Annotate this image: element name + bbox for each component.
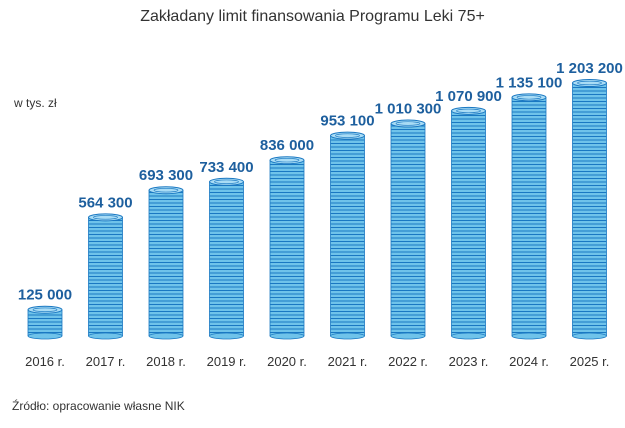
coin-top	[209, 177, 244, 186]
category-label: 2023 r.	[449, 354, 489, 369]
coin-top-inner	[516, 95, 542, 100]
coin-top-inner	[395, 121, 421, 126]
value-label: 1 010 300	[375, 101, 442, 118]
value-label: 1 135 100	[496, 74, 563, 91]
coin-top-inner	[335, 133, 360, 138]
bar-2020	[269, 156, 305, 340]
coin-top	[269, 156, 305, 165]
coin-top	[27, 305, 63, 314]
coin-top	[330, 131, 365, 140]
bar-2017	[88, 213, 123, 340]
category-label: 2016 r.	[25, 354, 65, 369]
coin-top	[148, 186, 184, 195]
coin-stack-body	[451, 110, 486, 337]
coin-top-inner	[456, 108, 481, 113]
value-label: 564 300	[78, 194, 132, 211]
value-label: 1 070 900	[435, 88, 502, 105]
value-label: 836 000	[260, 137, 314, 154]
coin-stack-base	[330, 332, 365, 340]
chart-title: Zakładany limit finansowania Programu Le…	[140, 8, 485, 25]
category-label: 2018 r.	[146, 354, 186, 369]
category-label: 2019 r.	[207, 354, 247, 369]
bar-2016	[27, 305, 63, 340]
coin-top-inner	[32, 307, 58, 312]
coin-top	[511, 93, 547, 102]
coin-stack-base	[511, 332, 547, 340]
coin-stack-base	[269, 332, 305, 340]
value-label: 1 203 200	[556, 60, 623, 77]
category-label: 2017 r.	[86, 354, 126, 369]
category-label: 2025 r.	[570, 354, 610, 369]
coin-stack-base	[572, 332, 607, 340]
bar-2019	[209, 177, 244, 340]
bar-2022	[390, 119, 426, 340]
category-label: 2020 r.	[267, 354, 307, 369]
value-label: 733 400	[199, 159, 253, 176]
coin-top	[390, 119, 426, 128]
labels-layer: 125 000 2016 r. 564 300 2017 r. 693 300 2018 …	[18, 60, 623, 369]
coin-stack-base	[88, 332, 123, 340]
coin-stack-base	[148, 332, 184, 340]
coin-stack-body	[28, 309, 62, 336]
coin-top-inner	[153, 188, 179, 193]
coin-top-inner	[214, 179, 239, 184]
bar-2023	[451, 106, 486, 340]
coin-stack-base	[451, 332, 486, 340]
y-unit-label: w tys. zł	[14, 96, 57, 110]
bars-layer	[27, 79, 607, 340]
coin-stack-body	[330, 135, 365, 336]
value-label: 125 000	[18, 287, 72, 304]
coin-stack-body	[149, 190, 183, 336]
coin-top	[572, 79, 607, 87]
coin-stack-base	[27, 332, 63, 340]
value-label: 953 100	[320, 113, 374, 130]
coin-top-inner	[577, 80, 602, 86]
bar-2024	[511, 93, 547, 340]
coin-stack-base	[390, 332, 426, 340]
bar-2018	[148, 186, 184, 340]
value-label: 693 300	[139, 167, 193, 184]
category-label: 2022 r.	[388, 354, 428, 369]
coin-top-inner	[274, 158, 300, 163]
coin-top	[451, 106, 486, 115]
coin-top	[88, 213, 123, 222]
bar-2025	[572, 79, 607, 340]
coin-stack-base	[209, 332, 244, 340]
bar-2021	[330, 131, 365, 340]
coin-top-inner	[93, 215, 118, 220]
category-label: 2024 r.	[509, 354, 549, 369]
category-label: 2021 r.	[328, 354, 368, 369]
source-note: Źródło: opracowanie własne NIK	[12, 399, 185, 413]
